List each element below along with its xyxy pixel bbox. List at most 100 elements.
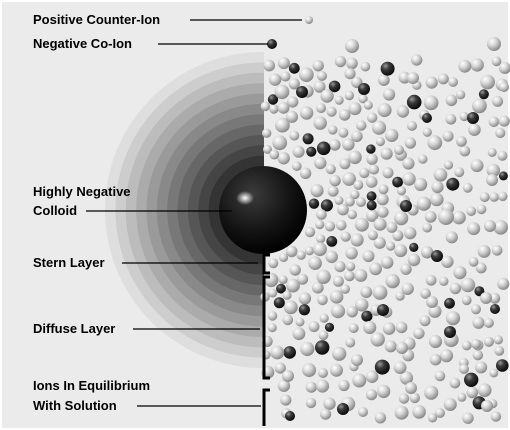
positive-ion — [342, 172, 356, 186]
positive-ion — [274, 84, 290, 100]
positive-ion — [480, 74, 495, 90]
positive-ion — [304, 246, 315, 256]
positive-ion — [299, 67, 314, 82]
positive-ion — [365, 176, 378, 188]
positive-ion — [386, 221, 398, 233]
positive-ion — [310, 184, 324, 198]
positive-ion — [380, 256, 394, 269]
positive-ion — [324, 221, 336, 232]
positive-ion — [394, 145, 404, 155]
positive-ion — [264, 272, 279, 288]
positive-ion — [350, 233, 364, 247]
positive-ion — [336, 220, 347, 231]
positive-ion — [384, 340, 397, 353]
positive-ion — [470, 58, 484, 72]
positive-ion — [346, 57, 358, 70]
positive-ion — [418, 154, 428, 164]
negative-ion — [444, 326, 456, 338]
positive-ion — [441, 255, 454, 268]
positive-ion — [497, 150, 508, 161]
bracket-equilibrium — [262, 388, 270, 426]
negative-ion — [496, 359, 509, 372]
positive-ion — [443, 398, 457, 411]
positive-ion — [316, 209, 327, 220]
positive-ion — [404, 137, 417, 149]
positive-ion — [365, 370, 379, 384]
positive-ion — [277, 101, 290, 114]
positive-ion — [344, 270, 355, 282]
positive-ion — [404, 226, 417, 240]
negative-ion — [273, 297, 285, 309]
negative-ion — [361, 310, 373, 322]
negative-ion — [422, 113, 432, 123]
negative-ion — [324, 322, 335, 332]
positive-ion — [292, 327, 306, 341]
positive-ion — [319, 313, 329, 323]
positive-ion — [362, 250, 375, 263]
positive-ion — [367, 112, 378, 123]
positive-ion — [472, 350, 484, 361]
positive-ion — [296, 250, 306, 260]
positive-ion — [298, 292, 312, 305]
negative-ion — [366, 200, 377, 211]
positive-ion — [354, 217, 369, 232]
positive-ion — [269, 149, 280, 160]
positive-ion — [434, 370, 446, 382]
positive-ion — [437, 73, 449, 85]
positive-ion — [328, 125, 338, 135]
positive-ion — [429, 353, 442, 366]
label-equilibrium-line2: With Solution — [33, 398, 117, 413]
positive-ion — [263, 144, 272, 154]
positive-ion — [472, 316, 485, 329]
positive-ion — [366, 153, 378, 165]
negative-ion — [315, 340, 330, 355]
positive-ion — [318, 368, 328, 378]
positive-ion — [305, 16, 313, 24]
positive-ion — [260, 101, 270, 112]
positive-ion — [376, 193, 389, 206]
positive-ion — [487, 37, 501, 51]
positive-ion — [414, 177, 428, 191]
positive-ion — [318, 330, 329, 341]
positive-ion — [493, 335, 503, 345]
positive-ion — [282, 314, 294, 326]
positive-ion — [443, 160, 454, 170]
positive-ion — [270, 345, 285, 360]
layer-brackets — [262, 253, 270, 426]
positive-ion — [305, 397, 317, 409]
positive-ion — [400, 263, 412, 275]
positive-ion — [483, 336, 494, 347]
positive-ion — [392, 230, 404, 242]
positive-ion — [409, 392, 420, 404]
positive-ion — [462, 412, 474, 424]
positive-ion — [480, 292, 492, 304]
label-diffuse-layer: Diffuse Layer — [33, 321, 115, 336]
bracket-stern-layer — [262, 253, 270, 275]
ion-field — [260, 16, 510, 424]
positive-ion — [329, 290, 344, 304]
positive-ion — [279, 253, 289, 263]
negative-ion — [285, 411, 295, 421]
positive-ion — [297, 273, 309, 285]
positive-ion — [351, 130, 363, 143]
positive-ion — [268, 73, 282, 86]
negative-ion — [337, 403, 349, 415]
positive-ion — [427, 135, 443, 151]
positive-ion — [373, 236, 386, 249]
positive-ion — [332, 275, 344, 287]
positive-ion — [438, 209, 454, 225]
positive-ion — [385, 273, 400, 289]
positive-ion — [345, 247, 358, 260]
positive-ion — [378, 74, 390, 86]
positive-ion — [466, 206, 477, 217]
positive-ion — [320, 408, 332, 420]
positive-ion — [325, 164, 336, 175]
positive-ion — [302, 363, 317, 378]
positive-ion — [383, 88, 396, 101]
positive-ion — [334, 55, 347, 68]
positive-ion — [283, 300, 298, 315]
positive-ion — [479, 192, 490, 203]
positive-ion — [338, 109, 351, 121]
positive-ion — [327, 185, 339, 197]
